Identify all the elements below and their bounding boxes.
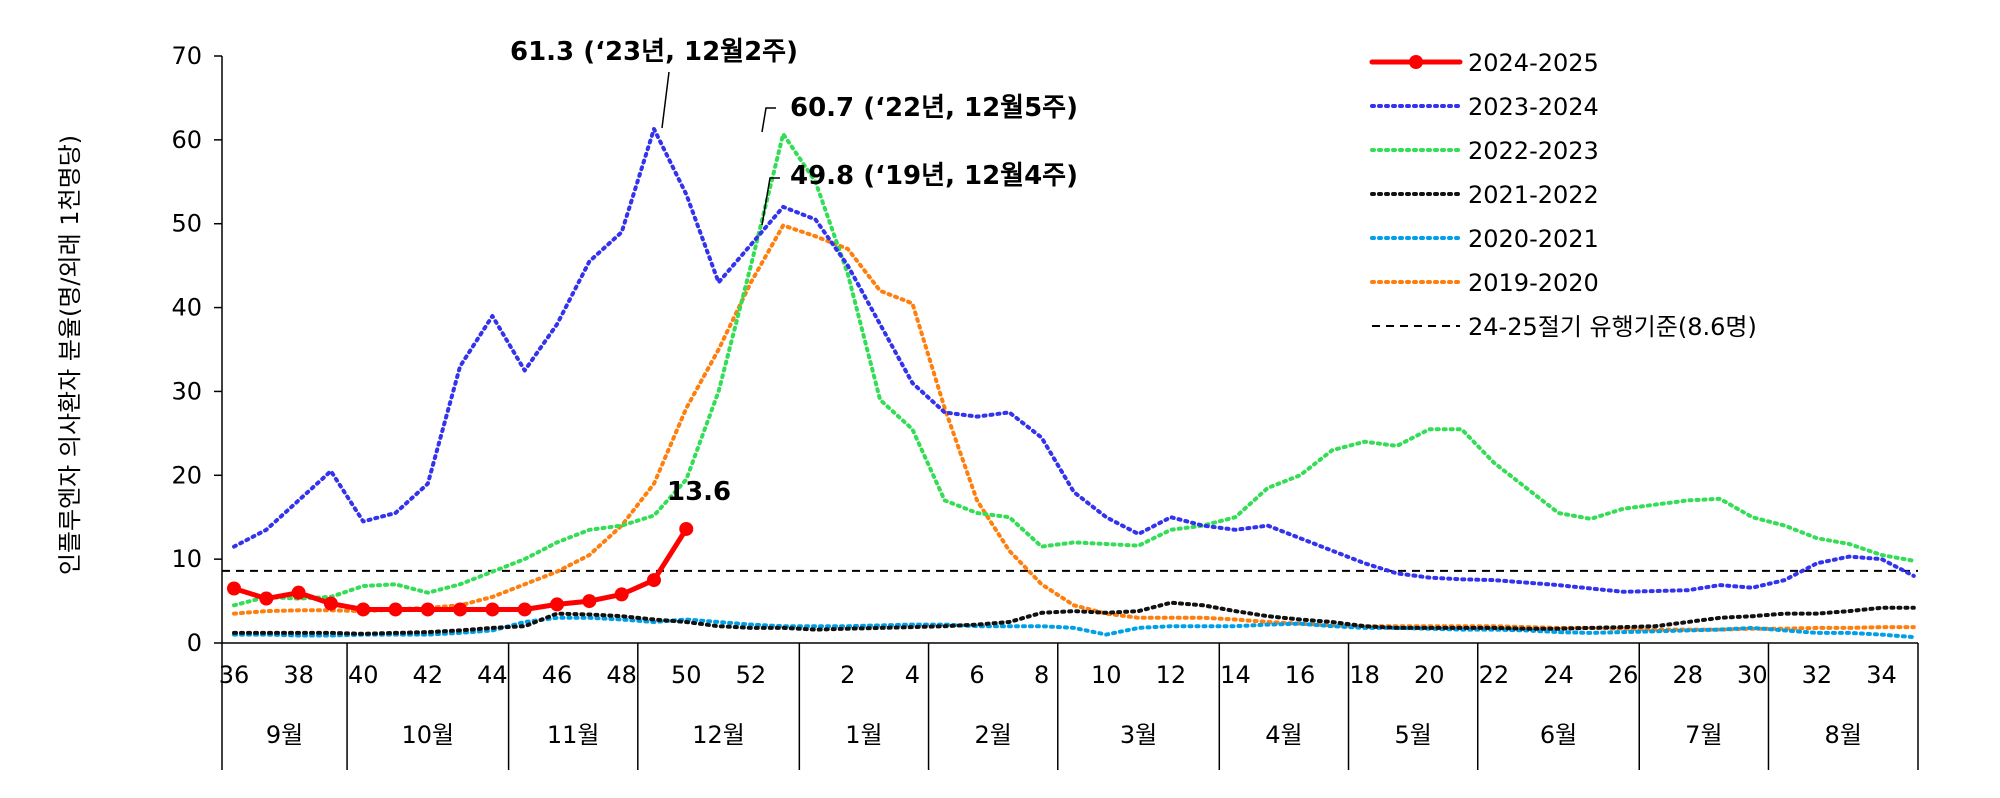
x-tick-label: 2 — [840, 661, 855, 689]
legend-label: 2024-2025 — [1468, 49, 1599, 77]
data-point-2024-2025 — [259, 591, 274, 606]
annotation-leader — [661, 71, 670, 129]
data-point-2024-2025 — [453, 602, 468, 617]
x-tick-label: 46 — [542, 661, 573, 689]
y-tick-label: 60 — [171, 126, 202, 154]
x-tick-label: 38 — [283, 661, 314, 689]
legend-label: 2020-2021 — [1468, 225, 1599, 253]
month-label: 4월 — [1265, 721, 1302, 749]
month-label: 10월 — [402, 721, 455, 749]
x-tick-label: 10 — [1091, 661, 1122, 689]
legend-label: 2021-2022 — [1468, 181, 1599, 209]
month-label: 3월 — [1120, 721, 1157, 749]
month-label: 9월 — [266, 721, 303, 749]
series-line-2021-2022 — [232, 600, 1916, 636]
x-tick-label: 14 — [1220, 661, 1251, 689]
x-tick-label: 24 — [1543, 661, 1574, 689]
annotation-label: 49.8 (‘19년, 12월4주) — [790, 161, 1078, 191]
y-tick-label: 70 — [171, 42, 202, 70]
data-point-2024-2025 — [485, 602, 500, 617]
month-label: 2월 — [974, 721, 1011, 749]
data-point-2024-2025 — [227, 581, 241, 596]
data-point-2024-2025 — [420, 602, 435, 617]
x-tick-label: 40 — [348, 661, 379, 689]
x-tick-label: 32 — [1802, 661, 1833, 689]
y-tick-label: 10 — [171, 545, 202, 573]
y-tick-label: 50 — [171, 210, 202, 238]
legend: 2024-2025 2023-2024 2022-2023 2021-2022 2020… — [1369, 49, 1757, 341]
data-point-2024-2025 — [517, 602, 532, 617]
data-point-2024-2025 — [323, 596, 338, 611]
x-tick-label: 16 — [1285, 661, 1316, 689]
x-tick-label: 48 — [606, 661, 637, 689]
annotation-layer: 61.3 (‘23년, 12월2주) 60.7 (‘22년, 12월5주) 49.8… — [510, 37, 1078, 507]
month-label: 11월 — [547, 721, 600, 749]
legend-label: 2022-2023 — [1468, 137, 1599, 165]
x-tick-label: 44 — [477, 661, 508, 689]
data-point-2024-2025 — [646, 573, 661, 588]
x-tick-label: 20 — [1414, 661, 1445, 689]
annotation-label: 13.6 — [667, 477, 731, 507]
y-tick-label: 20 — [171, 461, 202, 489]
annotation-label: 60.7 (‘22년, 12월5주) — [790, 93, 1078, 123]
legend-label: 24-25절기 유행기준(8.6명) — [1468, 313, 1757, 341]
annotation-leader — [761, 107, 776, 133]
x-tick-label: 34 — [1866, 661, 1897, 689]
x-tick-label: 8 — [1034, 661, 1049, 689]
y-tick-label: 40 — [171, 294, 202, 322]
data-point-2024-2025 — [356, 602, 371, 617]
month-label: 1월 — [845, 721, 882, 749]
x-tick-label: 50 — [671, 661, 702, 689]
data-point-2024-2025 — [679, 521, 694, 536]
x-tick-label: 28 — [1672, 661, 1703, 689]
annotation-leader — [761, 177, 780, 226]
data-point-2024-2025 — [388, 602, 403, 617]
data-point-2024-2025 — [550, 597, 565, 612]
y-axis-label: 인플루엔자 의사환자 분율(명/외래 1천명당) — [56, 135, 84, 575]
series-layer — [227, 127, 1916, 640]
x-tick-label: 36 — [219, 661, 250, 689]
month-label: 6월 — [1540, 721, 1577, 749]
x-tick-label: 4 — [905, 661, 920, 689]
legend-marker-2024-2025 — [1409, 55, 1423, 69]
legend-label: 2023-2024 — [1468, 93, 1599, 121]
series-line-2022-2023 — [232, 132, 1916, 608]
month-label: 5월 — [1394, 721, 1431, 749]
legend-label: 2019-2020 — [1468, 269, 1599, 297]
month-label: 7월 — [1685, 721, 1722, 749]
data-point-2024-2025 — [291, 585, 306, 600]
x-tick-label: 30 — [1737, 661, 1768, 689]
data-point-2024-2025 — [614, 587, 629, 602]
x-tick-label: 6 — [969, 661, 984, 689]
series-line-2023-2024 — [232, 127, 1916, 594]
x-tick-label: 22 — [1479, 661, 1510, 689]
month-label: 12월 — [692, 721, 745, 749]
data-point-2024-2025 — [582, 594, 597, 609]
x-tick-label: 12 — [1156, 661, 1187, 689]
x-tick-label: 42 — [413, 661, 444, 689]
x-tick-label: 18 — [1349, 661, 1380, 689]
x-tick-label: 52 — [736, 661, 767, 689]
x-tick-label: 26 — [1608, 661, 1639, 689]
y-tick-label: 0 — [187, 629, 202, 657]
series-line-2019-2020 — [232, 223, 1916, 632]
y-tick-label: 30 — [171, 377, 202, 405]
month-label: 8월 — [1825, 721, 1862, 749]
annotation-label: 61.3 (‘23년, 12월2주) — [510, 37, 798, 67]
